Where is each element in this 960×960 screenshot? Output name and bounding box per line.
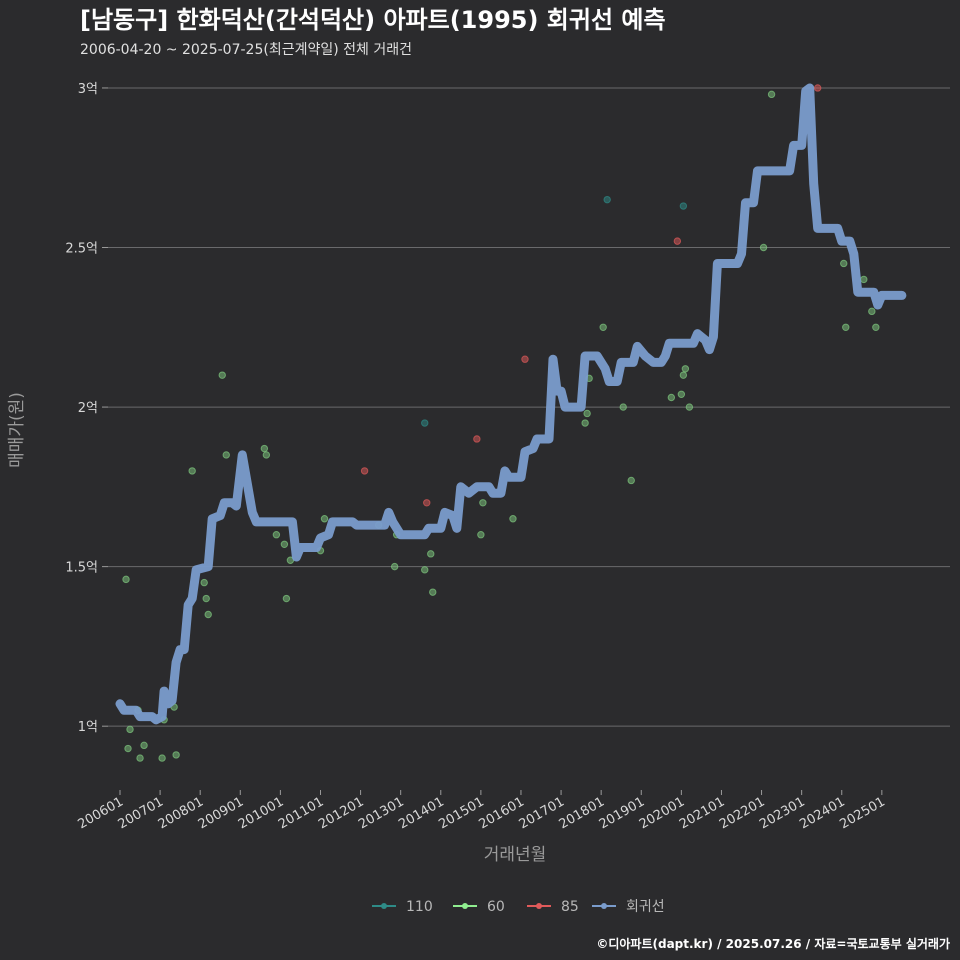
data-point-85 xyxy=(521,355,529,363)
y-axis-ticks: 1억 1.5억 2억 2.5억 3억 xyxy=(65,82,108,735)
regression-path xyxy=(115,83,907,725)
data-point-60 xyxy=(282,594,291,603)
data-point-60 xyxy=(158,754,166,762)
data-point-60 xyxy=(188,467,196,475)
data-point-60 xyxy=(872,323,880,331)
data-point-60 xyxy=(136,754,144,762)
chart-subtitle: 2006-04-20 ~ 2025-07-25(최근계약일) 전체 거래건 xyxy=(80,42,412,58)
data-point-60 xyxy=(583,409,591,418)
legend-swatch-dot-110 xyxy=(381,903,387,909)
data-point-60 xyxy=(627,476,635,485)
data-point-60 xyxy=(280,540,289,548)
data-point-60 xyxy=(479,499,487,507)
y-tick-label: 1억 xyxy=(78,720,98,735)
data-point-85 xyxy=(673,237,682,245)
data-point-60 xyxy=(685,403,694,411)
x-axis-label: 거래년월 xyxy=(484,845,547,865)
y-tick-label: 1.5억 xyxy=(65,561,98,576)
data-point-60 xyxy=(390,562,399,571)
data-point-60 xyxy=(429,588,437,596)
data-point-60 xyxy=(860,275,868,284)
data-point-60 xyxy=(759,243,768,252)
data-point-60 xyxy=(260,444,269,453)
chart-caption: ©디아파트(dapt.kr) / 2025.07.26 / 자료=국토교통부 실… xyxy=(596,936,950,951)
y-tick-label: 3억 xyxy=(78,82,98,97)
data-point-85 xyxy=(360,467,369,475)
data-point-60 xyxy=(509,515,517,523)
y-tick-label: 2억 xyxy=(78,401,98,416)
data-point-60 xyxy=(842,323,850,331)
data-point-60 xyxy=(421,566,429,574)
data-point-60 xyxy=(202,594,210,603)
chart-title: [남동구] 한화덕산(간석덕산) 아파트(1995) 회귀선 예측 xyxy=(80,6,666,34)
gridlines xyxy=(108,87,950,727)
data-point-60 xyxy=(767,90,776,99)
data-point-60 xyxy=(204,610,212,619)
data-point-60 xyxy=(262,451,271,459)
data-point-110 xyxy=(603,195,611,204)
data-point-60 xyxy=(122,575,130,584)
legend-label-60: 60 xyxy=(487,899,505,915)
data-point-60 xyxy=(619,403,627,411)
data-point-60 xyxy=(599,323,607,331)
data-point-60 xyxy=(320,515,329,523)
y-tick-label: 2.5억 xyxy=(65,242,98,257)
data-point-60 xyxy=(272,531,281,539)
data-point-60 xyxy=(681,365,690,373)
data-point-60 xyxy=(581,419,589,427)
data-point-60 xyxy=(222,451,230,459)
data-point-85 xyxy=(423,499,431,507)
data-point-60 xyxy=(200,578,208,587)
data-point-60 xyxy=(477,531,485,539)
legend-label-85: 85 xyxy=(561,899,579,915)
data-point-60 xyxy=(427,550,435,558)
data-point-60 xyxy=(124,744,132,753)
legend-swatch-dot-60 xyxy=(462,903,468,909)
data-point-60 xyxy=(126,725,134,734)
data-point-60 xyxy=(868,307,876,316)
regression-line xyxy=(115,83,907,725)
legend-swatch-dot-회귀선 xyxy=(601,903,607,909)
legend-label-110: 110 xyxy=(406,899,433,915)
data-point-60 xyxy=(140,741,148,750)
data-point-110 xyxy=(679,202,688,210)
data-point-60 xyxy=(840,259,848,268)
data-point-60 xyxy=(677,390,686,399)
data-point-60 xyxy=(172,751,180,759)
data-point-110 xyxy=(421,419,429,427)
legend-swatch-dot-85 xyxy=(536,903,542,909)
data-point-60 xyxy=(218,371,226,379)
data-point-85 xyxy=(473,435,481,443)
data-point-85 xyxy=(813,84,822,92)
data-point-60 xyxy=(667,393,676,402)
data-point-60 xyxy=(679,371,688,379)
legend: 110 60 85 회귀선 xyxy=(372,899,665,915)
legend-label-회귀선: 회귀선 xyxy=(626,899,665,915)
y-axis-label: 매매가(원) xyxy=(7,392,27,468)
